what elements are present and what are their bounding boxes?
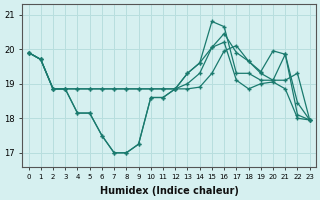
X-axis label: Humidex (Indice chaleur): Humidex (Indice chaleur)	[100, 186, 239, 196]
